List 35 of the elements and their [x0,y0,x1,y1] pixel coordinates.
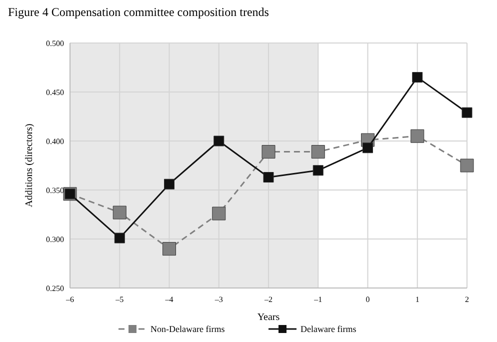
point [412,72,423,83]
y-tick-label: 0.450 [46,88,64,97]
point [214,136,224,146]
chart-title: Figure 4 Compensation committee composition trends [8,5,270,19]
x-tick-label: 2 [465,295,469,304]
y-tick-label: 0.400 [46,137,64,146]
point [311,145,325,159]
point [312,165,324,176]
y-tick-label: 0.300 [46,235,64,244]
x-tick-label: –2 [264,295,272,304]
x-tick-label: –4 [164,295,174,304]
x-tick-label: –3 [214,295,223,304]
x-tick-label: –5 [114,295,124,304]
point [462,107,472,118]
point [263,172,274,183]
legend-label: Delaware firms [300,324,357,334]
y-axis-title: Additions (directors) [24,124,35,208]
x-tick-label: 1 [415,295,420,304]
y-tick-label: 0.250 [46,284,64,293]
point [362,142,373,154]
y-tick-label: 0.350 [46,186,64,195]
point [112,206,126,220]
point [262,145,276,159]
point [212,206,226,220]
legend-label: Non-Delaware firms [150,324,226,334]
x-tick-label: 0 [366,295,370,304]
x-tick-label: –1 [313,295,322,304]
point [164,178,174,190]
point [460,158,474,172]
x-axis-title: Years [257,312,280,323]
point [114,232,125,244]
point [162,242,176,256]
point [410,129,424,143]
y-tick-label: 0.500 [46,39,64,48]
x-tick-label: –6 [65,295,74,304]
